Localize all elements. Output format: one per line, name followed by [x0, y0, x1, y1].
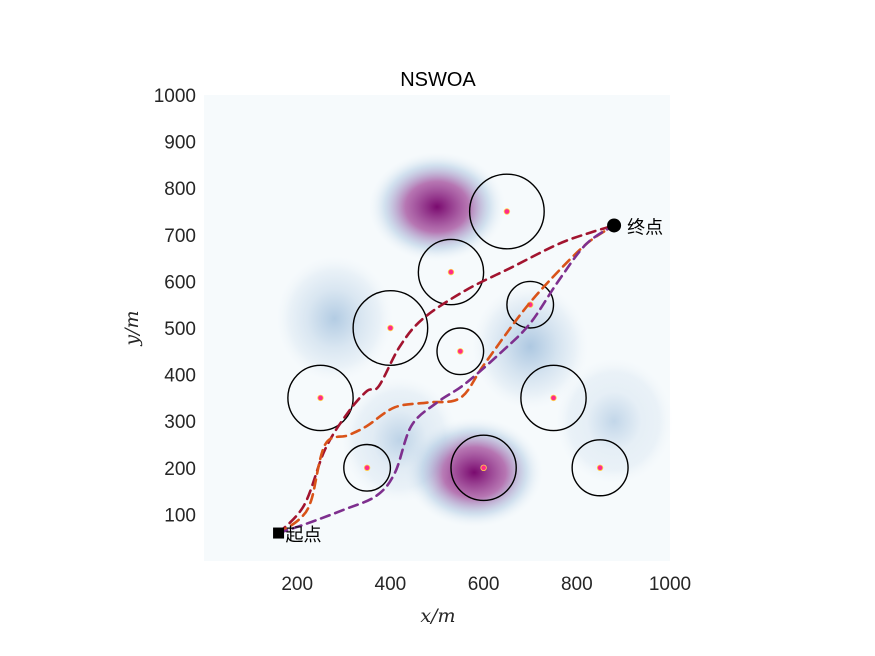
obstacle-circle — [343, 443, 392, 492]
obstacle-circle — [450, 434, 517, 502]
y-tick-label: 400 — [164, 366, 196, 387]
obstacle-circle — [417, 238, 485, 306]
end-marker — [607, 218, 622, 233]
path-layer — [277, 224, 616, 535]
obstacle-center — [480, 464, 487, 471]
terrain-layer — [273, 150, 675, 529]
y-tick-label: 200 — [164, 459, 196, 480]
x-axis-label: x/m — [420, 605, 455, 627]
obstacle-circle — [468, 173, 545, 250]
planned-path — [277, 224, 616, 535]
obstacle-circle — [436, 327, 485, 376]
terrain-peak — [367, 150, 507, 263]
y-axis-label: y/m — [121, 310, 143, 346]
start-marker — [273, 527, 285, 539]
plot-area: 起点 终点 — [204, 95, 675, 561]
obstacle-center — [457, 348, 464, 355]
y-tick-label: 900 — [164, 133, 196, 154]
x-axis-ticks: 200 400 600 800 1000 — [281, 574, 691, 595]
obstacle-circle — [352, 290, 429, 366]
x-tick-label: 600 — [468, 574, 500, 595]
x-tick-label: 200 — [281, 574, 313, 595]
obstacle-center — [387, 324, 394, 332]
obstacle-center — [503, 208, 511, 215]
end-label: 终点 — [627, 217, 663, 238]
y-tick-label: 600 — [164, 272, 196, 293]
y-tick-label: 1000 — [154, 86, 196, 107]
obstacle-center — [317, 394, 324, 402]
planned-path — [277, 224, 616, 535]
x-tick-label: 400 — [375, 574, 407, 595]
obstacle-layer — [287, 173, 629, 502]
y-tick-label: 800 — [164, 179, 196, 200]
obstacle-center — [550, 394, 557, 402]
terrain-peak — [273, 253, 396, 384]
planned-path — [277, 224, 616, 535]
marker-layer: 起点 终点 — [273, 217, 663, 546]
chart-title: NSWOA — [400, 69, 476, 91]
obstacle-circle — [571, 439, 629, 497]
terrain-peak — [553, 355, 675, 487]
y-tick-label: 700 — [164, 226, 196, 247]
terrain-peak — [469, 281, 591, 412]
obstacle-center — [596, 464, 604, 471]
x-tick-label: 1000 — [649, 574, 691, 595]
terrain-peak — [339, 374, 461, 506]
y-axis-ticks: 100 200 300 400 500 600 700 800 900 1000 — [154, 86, 196, 526]
y-tick-label: 300 — [164, 412, 196, 433]
obstacle-circle — [506, 280, 555, 329]
obstacle-circle — [520, 364, 587, 432]
y-tick-label: 100 — [164, 505, 196, 526]
obstacle-center — [363, 464, 371, 471]
y-tick-label: 500 — [164, 319, 196, 340]
obstacle-center — [447, 268, 455, 276]
x-tick-label: 800 — [561, 574, 593, 595]
obstacle-circle — [287, 364, 354, 432]
start-label: 起点 — [286, 525, 322, 546]
